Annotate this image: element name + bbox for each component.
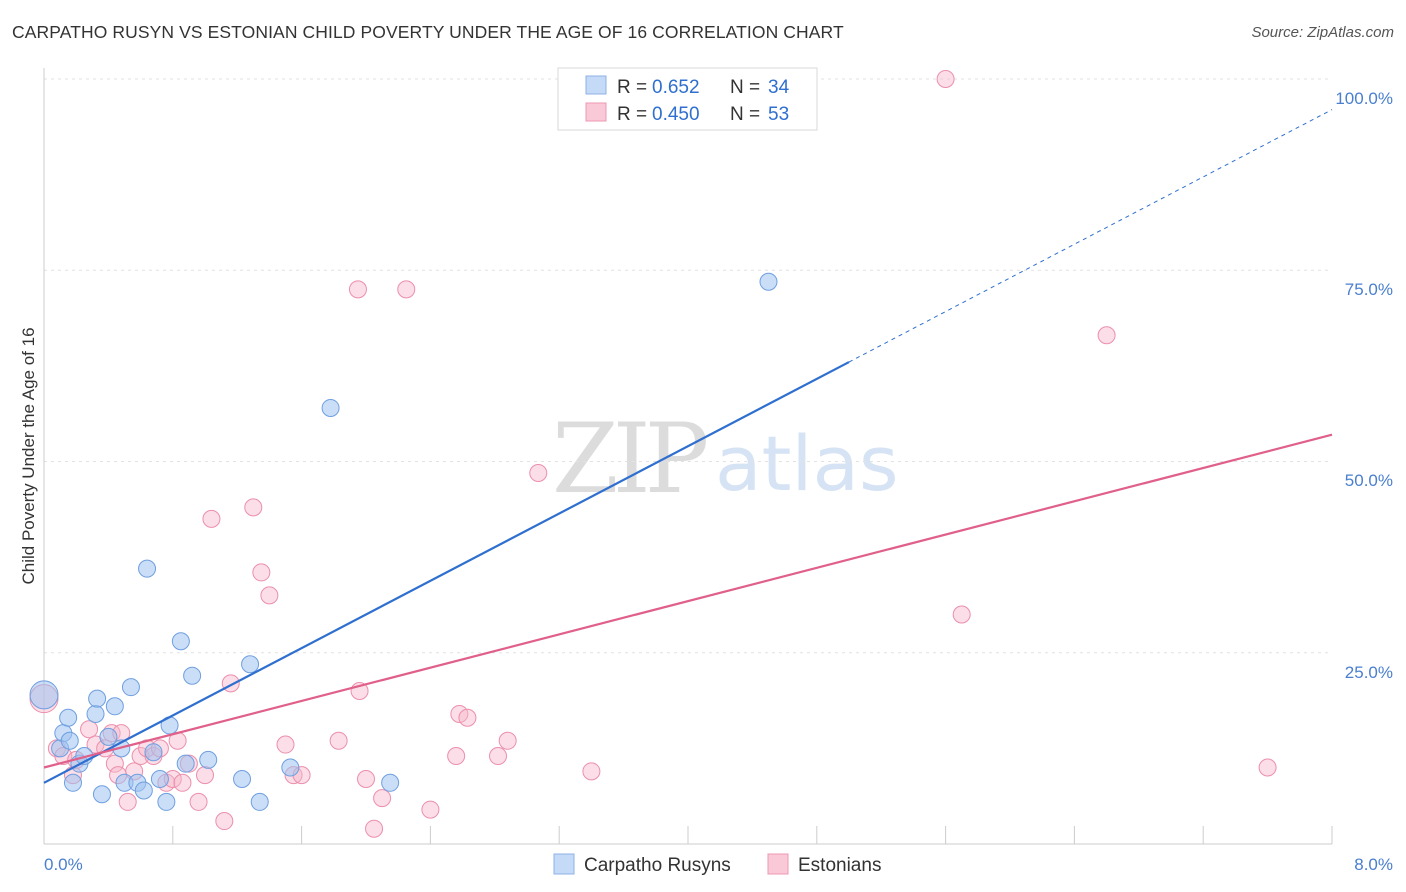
bottom-legend-carpatho: Carpatho Rusyns bbox=[584, 855, 731, 876]
watermark-zip: ZIP bbox=[552, 403, 707, 515]
estonian-point-49 bbox=[936, 70, 955, 88]
bottom-legend-estonians: Estonians bbox=[798, 855, 881, 876]
legend-swatch-carpatho bbox=[585, 75, 607, 95]
estonian-point-44 bbox=[458, 708, 477, 727]
watermark-atlas: atlas bbox=[715, 419, 899, 508]
estonian-point-29 bbox=[252, 563, 271, 582]
carpatho-trend-extension bbox=[848, 109, 1333, 363]
estonian-point-48 bbox=[582, 762, 601, 781]
carpatho-point-17 bbox=[138, 559, 157, 578]
legend-n-label-0: N = bbox=[730, 77, 760, 98]
estonian-point-9 bbox=[105, 754, 124, 773]
estonian-point-25 bbox=[202, 509, 221, 528]
carpatho-point-3 bbox=[59, 708, 78, 727]
estonian-point-31 bbox=[276, 735, 295, 754]
carpatho-point-19 bbox=[150, 769, 169, 788]
carpatho-point-29 bbox=[281, 758, 300, 777]
chart-source: Source: ZipAtlas.com bbox=[1251, 24, 1394, 41]
carpatho-point-27 bbox=[241, 655, 260, 674]
y-axis-label: Child Poverty Under the Age of 16 bbox=[19, 327, 38, 584]
estonian-point-39 bbox=[373, 789, 392, 808]
carpatho-point-20 bbox=[157, 792, 176, 811]
legend-r-label-1: R = bbox=[617, 104, 647, 125]
estonian-point-47 bbox=[529, 463, 548, 482]
carpatho-point-32 bbox=[759, 272, 778, 291]
bottom-legend-swatch-estonians bbox=[767, 853, 789, 875]
bottom-legend: Carpatho Rusyns Estonians bbox=[553, 853, 881, 876]
carpatho-point-24 bbox=[183, 666, 202, 685]
estonian-point-34 bbox=[329, 731, 348, 750]
y-tick-100: 100.0% bbox=[1335, 89, 1393, 108]
estonian-point-38 bbox=[365, 819, 384, 838]
carpatho-point-16 bbox=[134, 781, 153, 800]
bottom-legend-swatch-carpatho bbox=[553, 853, 575, 875]
legend-r-value-1: 0.450 bbox=[652, 104, 700, 125]
carpatho-point-28 bbox=[250, 792, 269, 811]
estonian-point-23 bbox=[189, 792, 208, 811]
estonian-point-45 bbox=[489, 747, 508, 766]
estonian-point-51 bbox=[1097, 326, 1116, 345]
estonian-point-41 bbox=[421, 800, 440, 819]
carpatho-point-18 bbox=[144, 743, 163, 762]
estonian-point-52 bbox=[1258, 758, 1277, 777]
carpatho-point-11 bbox=[105, 697, 124, 716]
estonian-trend-line bbox=[43, 433, 1333, 769]
carpatho-point-10 bbox=[99, 727, 118, 746]
legend-n-label-1: N = bbox=[730, 104, 760, 125]
watermark: ZIP atlas bbox=[552, 403, 899, 515]
y-tick-50: 50.0% bbox=[1345, 471, 1393, 490]
estonian-point-37 bbox=[357, 769, 375, 788]
x-axis-ticks bbox=[43, 826, 1333, 844]
carpatho-point-23 bbox=[176, 754, 195, 773]
estonian-point-12 bbox=[118, 792, 137, 811]
legend-swatch-estonians bbox=[585, 102, 607, 122]
carpatho-point-8 bbox=[88, 689, 107, 708]
carpatho-point-25 bbox=[199, 750, 218, 769]
y-tick-75: 75.0% bbox=[1345, 280, 1393, 299]
legend: R = 0.652 N = 34 R = 0.450 N = 53 bbox=[557, 67, 818, 131]
carpatho-point-9 bbox=[92, 785, 111, 804]
estonian-point-35 bbox=[348, 280, 367, 299]
carpatho-point-22 bbox=[171, 632, 190, 651]
legend-r-label-0: R = bbox=[617, 77, 647, 98]
legend-r-value-0: 0.652 bbox=[652, 77, 700, 98]
series-carpatho-rusyns-points bbox=[29, 272, 778, 811]
carpatho-point-33 bbox=[60, 731, 79, 750]
carpatho-point-26 bbox=[233, 769, 252, 788]
carpatho-point-31 bbox=[381, 773, 400, 792]
x-tick-8: 8.0% bbox=[1354, 855, 1393, 874]
estonian-point-50 bbox=[952, 605, 971, 624]
estonian-point-5 bbox=[80, 720, 99, 739]
legend-n-value-1: 53 bbox=[768, 104, 789, 125]
y-tick-25: 25.0% bbox=[1345, 663, 1393, 682]
estonian-point-30 bbox=[260, 586, 279, 605]
carpatho-point-14 bbox=[121, 678, 140, 697]
carpatho-point-30 bbox=[321, 398, 340, 417]
carpatho-point-4 bbox=[63, 773, 82, 792]
x-tick-0: 0.0% bbox=[44, 855, 83, 874]
carpatho-trend-line bbox=[43, 361, 850, 784]
estonian-point-42 bbox=[447, 747, 466, 766]
estonian-point-24 bbox=[196, 766, 214, 785]
carpatho-point-7 bbox=[86, 704, 105, 723]
estonian-point-26 bbox=[215, 812, 234, 831]
carpatho-point-0 bbox=[29, 680, 59, 710]
trend-lines bbox=[43, 109, 1333, 784]
grid-lines bbox=[44, 78, 1332, 654]
estonian-point-46 bbox=[498, 731, 517, 750]
estonian-point-40 bbox=[397, 280, 416, 299]
estonian-point-28 bbox=[244, 498, 263, 517]
chart-title: CARPATHO RUSYN VS ESTONIAN CHILD POVERTY… bbox=[12, 22, 844, 42]
estonian-point-21 bbox=[173, 773, 192, 792]
legend-n-value-0: 34 bbox=[768, 77, 790, 98]
